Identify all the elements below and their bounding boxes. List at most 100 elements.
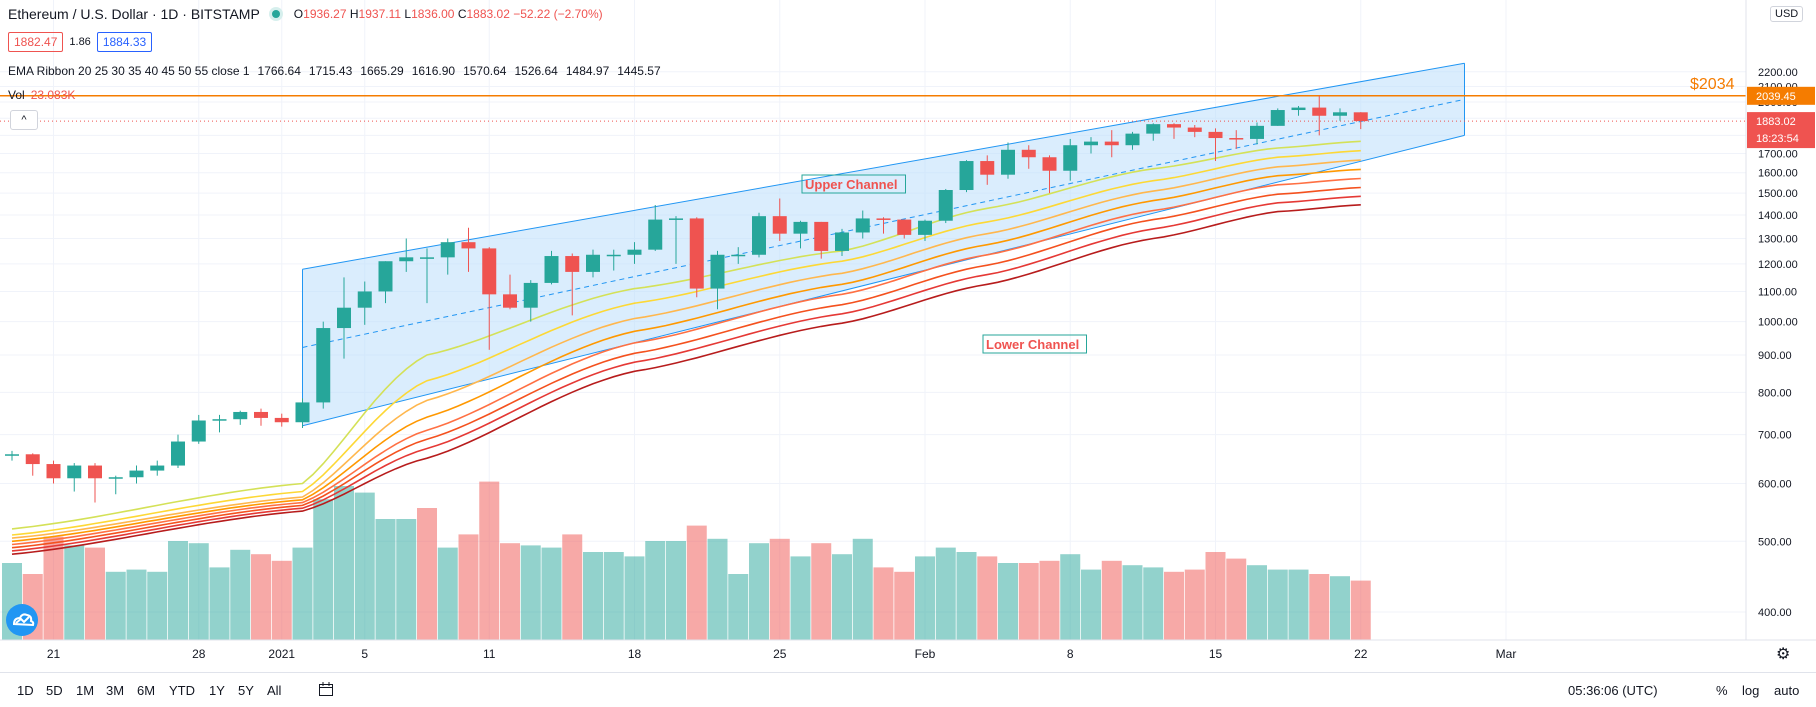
candle[interactable] [855,218,870,233]
candle[interactable] [108,477,123,479]
candle[interactable] [938,190,953,221]
candle[interactable] [793,221,808,234]
candle[interactable] [1084,141,1098,146]
candle[interactable] [1167,124,1181,128]
candle[interactable] [523,282,538,308]
candle[interactable] [959,161,974,191]
candle[interactable] [565,256,580,272]
candle[interactable] [67,465,82,479]
candle[interactable] [420,257,434,259]
utc-clock[interactable]: 05:36:06 (UTC) [1568,683,1658,698]
candle[interactable] [1270,110,1285,126]
candle[interactable] [1104,141,1119,146]
candle[interactable] [752,216,766,255]
candle[interactable] [980,161,995,175]
go-to-date-calendar-icon[interactable] [318,681,334,700]
candle[interactable] [689,218,704,289]
last-price-badge [1747,112,1815,149]
candle[interactable] [25,454,40,465]
percent-scale-toggle[interactable]: % [1716,683,1728,698]
bid-price[interactable]: 1882.47 [8,32,64,52]
tradingview-logo[interactable] [6,604,38,636]
candle[interactable] [1312,107,1327,116]
range-all[interactable]: All [267,683,282,698]
candle[interactable] [1001,149,1015,175]
range-ytd[interactable]: YTD [169,683,195,698]
candle[interactable] [274,417,289,423]
ema-ribbon-legend[interactable]: EMA Ribbon 20 25 30 35 40 45 50 55 close… [8,64,661,78]
candle[interactable] [1042,157,1057,171]
candle[interactable] [1250,125,1264,139]
upper-channel-label-box[interactable] [801,174,906,194]
candle[interactable] [5,454,19,456]
auto-scale-toggle[interactable]: auto [1774,683,1800,698]
candle[interactable] [1353,112,1368,122]
range-3m[interactable]: 3M [106,683,125,698]
candle[interactable] [254,411,268,418]
candle[interactable] [150,465,165,471]
range-5y[interactable]: 5Y [238,683,254,698]
log-scale-toggle[interactable]: log [1742,683,1760,698]
candle[interactable] [1208,131,1223,139]
candle[interactable] [233,411,248,420]
upper-channel-label[interactable]: Upper Channel [805,177,897,192]
candle[interactable] [440,242,455,258]
candle[interactable] [461,242,476,249]
candle[interactable] [212,419,227,421]
candle[interactable] [378,261,393,292]
candle[interactable] [876,218,891,220]
settings-gear-icon[interactable]: ⚙ [1776,646,1791,663]
candle[interactable] [88,465,102,479]
currency-badge[interactable]: USD [1770,6,1804,22]
candle[interactable] [295,402,310,423]
ask-price[interactable]: 1884.33 [96,32,153,52]
upper-channel-line[interactable] [302,62,1465,270]
candle[interactable] [897,219,912,235]
candle[interactable] [357,291,372,308]
range-1y[interactable]: 1Y [209,683,225,698]
candle[interactable] [544,256,559,283]
candle[interactable] [586,254,600,272]
candle[interactable] [129,470,144,478]
candle[interactable] [1146,124,1161,134]
candle[interactable] [1063,145,1078,171]
candle[interactable] [669,218,683,220]
candle[interactable] [648,219,663,250]
candle[interactable] [731,254,746,257]
candle[interactable] [1291,107,1306,111]
price-annotation-text[interactable]: $2034 [1690,76,1735,93]
symbol-title[interactable]: Ethereum / U.S. Dollar · 1D · BITSTAMP [8,6,260,22]
candle[interactable] [337,307,351,329]
lower-channel-label[interactable]: Lower Channel [986,337,1079,352]
candle[interactable] [772,216,787,234]
candle[interactable] [399,257,414,262]
candle[interactable] [46,464,61,479]
candle[interactable] [606,254,621,257]
candle[interactable] [627,249,642,255]
range-5d[interactable]: 5D [46,683,63,698]
candle[interactable] [918,220,932,235]
candle[interactable] [1187,127,1202,132]
candle[interactable] [1333,112,1347,116]
lower-channel-line[interactable] [302,134,1465,427]
range-1m[interactable]: 1M [76,683,95,698]
candle[interactable] [1125,133,1140,146]
candle[interactable] [503,294,517,308]
candle[interactable] [835,232,849,251]
candle[interactable] [191,420,206,442]
candle[interactable] [316,328,331,403]
volume-legend[interactable]: Vol 23.083K [8,88,75,102]
candle[interactable] [710,254,725,289]
time-tick-label: Mar [1496,647,1517,661]
candle[interactable] [1229,138,1244,140]
lower-channel-label-box[interactable] [982,334,1087,354]
candle[interactable] [1021,149,1036,158]
last-price-value: 1883.02 [1756,116,1796,128]
collapse-legend-button[interactable]: ^ [10,110,38,130]
chart-canvas[interactable]: Upper Channel Lower Channel $2034 400.00 500… [0,0,1816,672]
range-6m[interactable]: 6M [137,683,156,698]
candle[interactable] [814,221,829,251]
candle[interactable] [482,248,497,295]
candle[interactable] [171,441,185,466]
range-1d[interactable]: 1D [17,683,34,698]
